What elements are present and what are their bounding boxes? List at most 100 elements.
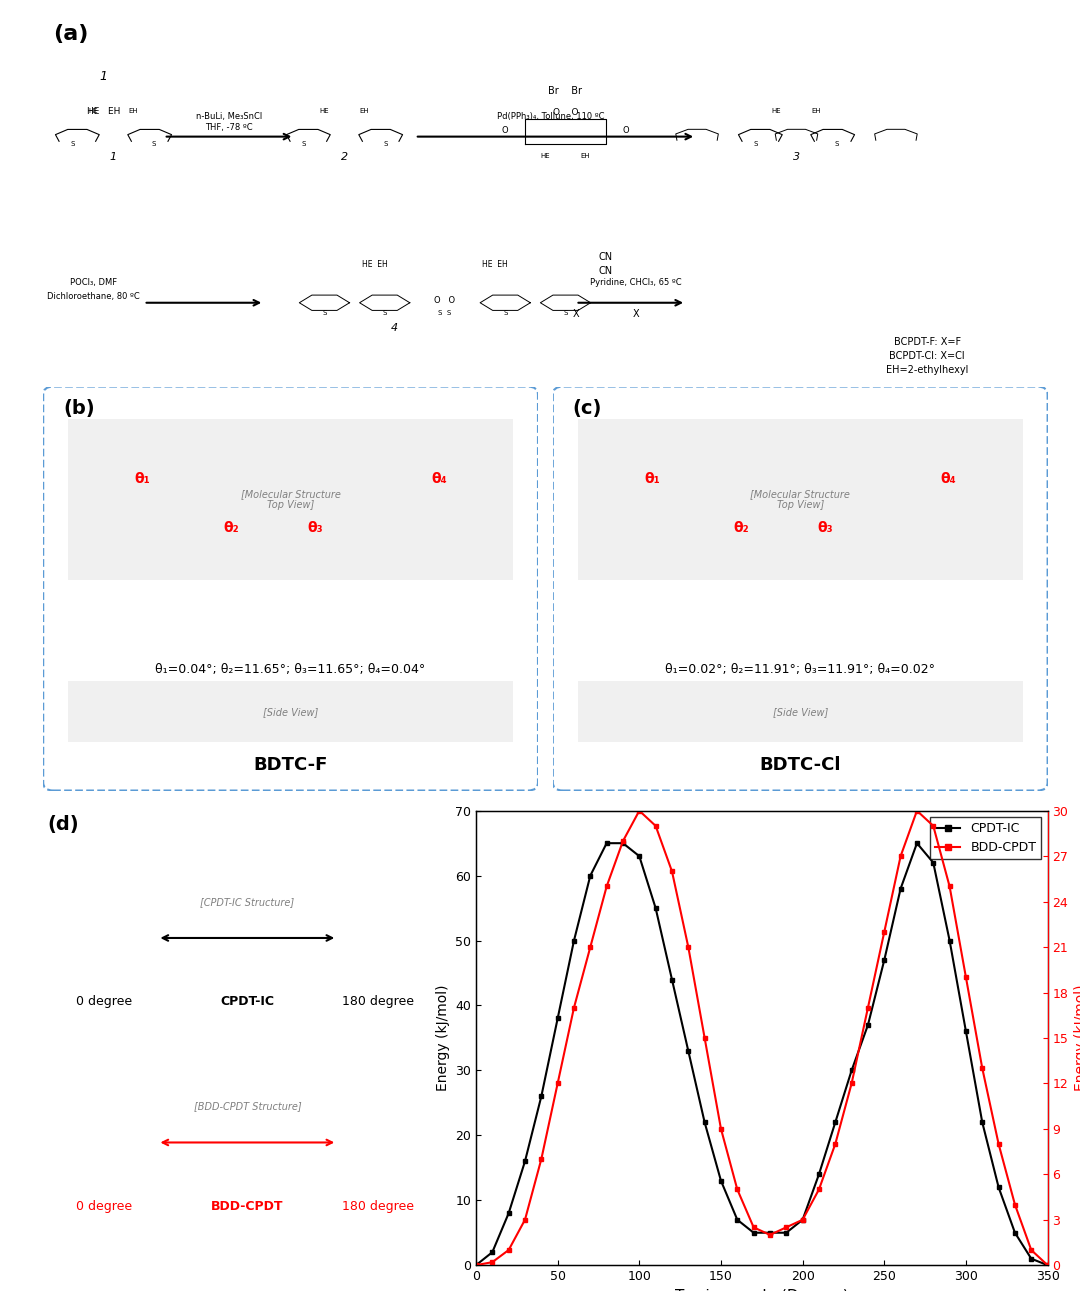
BDD-CPDT xyxy=(910,803,923,818)
BDD-CPDT xyxy=(1041,1257,1054,1273)
BDD-CPDT xyxy=(567,1001,580,1016)
Text: θ₄: θ₄ xyxy=(941,473,957,487)
Text: S: S xyxy=(503,310,508,316)
BDD-CPDT xyxy=(943,879,956,895)
Legend: CPDT-IC, BDD-CPDT: CPDT-IC, BDD-CPDT xyxy=(930,817,1041,860)
Text: 4: 4 xyxy=(391,323,399,333)
Text: EH=2-ethylhexyl: EH=2-ethylhexyl xyxy=(886,365,969,376)
BDD-CPDT xyxy=(584,940,597,955)
CPDT-IC xyxy=(828,1114,841,1130)
Text: θ₂: θ₂ xyxy=(224,522,239,534)
Text: S: S xyxy=(152,141,157,147)
CPDT-IC xyxy=(976,1114,989,1130)
Text: BCPDT-Cl: X=Cl: BCPDT-Cl: X=Cl xyxy=(889,351,964,361)
BDD-CPDT xyxy=(780,1220,793,1235)
Text: (d): (d) xyxy=(48,816,79,834)
BDD-CPDT xyxy=(976,1060,989,1075)
CPDT-IC xyxy=(812,1167,825,1183)
BDD-CPDT xyxy=(502,1242,515,1257)
Text: EH: EH xyxy=(360,107,369,114)
Text: [Side View]: [Side View] xyxy=(772,706,828,717)
Text: EH: EH xyxy=(581,152,590,159)
CPDT-IC xyxy=(927,855,940,870)
Text: 2: 2 xyxy=(341,152,348,163)
FancyBboxPatch shape xyxy=(578,682,1023,742)
CPDT-IC xyxy=(993,1180,1005,1195)
Text: S: S xyxy=(322,310,326,316)
Text: [BDD-CPDT Structure]: [BDD-CPDT Structure] xyxy=(193,1101,301,1112)
CPDT-IC xyxy=(518,1154,531,1170)
Text: POCl₃, DMF: POCl₃, DMF xyxy=(70,278,117,287)
Text: θ₃: θ₃ xyxy=(308,522,323,534)
Text: BCPDT-F: X=F: BCPDT-F: X=F xyxy=(893,337,960,347)
Text: n-BuLi, Me₃SnCl: n-BuLi, Me₃SnCl xyxy=(195,112,262,121)
Text: X: X xyxy=(633,309,639,319)
Text: (a): (a) xyxy=(53,23,89,44)
CPDT-IC xyxy=(780,1225,793,1241)
Text: HE   EH: HE EH xyxy=(86,107,120,116)
BDD-CPDT xyxy=(862,1001,875,1016)
BDD-CPDT xyxy=(715,1121,728,1136)
Text: HE: HE xyxy=(772,107,782,114)
BDD-CPDT xyxy=(617,833,630,848)
Line: BDD-CPDT: BDD-CPDT xyxy=(474,808,1050,1268)
Text: 1: 1 xyxy=(110,152,117,163)
Text: (c): (c) xyxy=(572,399,602,418)
BDD-CPDT xyxy=(764,1228,777,1243)
BDD-CPDT xyxy=(812,1181,825,1197)
BDD-CPDT xyxy=(878,924,891,940)
CPDT-IC xyxy=(1041,1257,1054,1273)
Text: [Molecular Structure
Top View]: [Molecular Structure Top View] xyxy=(751,489,850,510)
Text: 0 degree: 0 degree xyxy=(77,995,133,1008)
FancyBboxPatch shape xyxy=(43,386,538,790)
CPDT-IC xyxy=(698,1114,711,1130)
BDD-CPDT xyxy=(600,879,613,895)
FancyBboxPatch shape xyxy=(578,418,1023,581)
CPDT-IC xyxy=(600,835,613,851)
BDD-CPDT xyxy=(894,848,907,864)
Text: S: S xyxy=(301,141,306,147)
Text: HE: HE xyxy=(541,152,551,159)
CPDT-IC xyxy=(862,1017,875,1033)
Text: θ₁: θ₁ xyxy=(134,473,150,487)
CPDT-IC xyxy=(731,1212,744,1228)
BDD-CPDT xyxy=(747,1220,760,1235)
BDD-CPDT xyxy=(1025,1242,1038,1257)
BDD-CPDT xyxy=(633,803,646,818)
Text: 1: 1 xyxy=(99,70,108,83)
BDD-CPDT xyxy=(698,1030,711,1046)
Text: BDTC-F: BDTC-F xyxy=(254,757,327,775)
Text: S: S xyxy=(70,141,75,147)
CPDT-IC xyxy=(584,868,597,883)
Line: CPDT-IC: CPDT-IC xyxy=(474,842,1050,1268)
Text: CPDT-IC: CPDT-IC xyxy=(220,995,274,1008)
Text: Br    Br: Br Br xyxy=(549,86,582,97)
CPDT-IC xyxy=(486,1245,499,1260)
Text: θ₁=0.02°; θ₂=11.91°; θ₃=11.91°; θ₄=0.02°: θ₁=0.02°; θ₂=11.91°; θ₃=11.91°; θ₄=0.02° xyxy=(665,662,935,676)
Text: Pd(PPh₃)₄, Tollune, 110 ºC: Pd(PPh₃)₄, Tollune, 110 ºC xyxy=(497,112,604,121)
BDD-CPDT xyxy=(535,1152,548,1167)
CPDT-IC xyxy=(551,1011,564,1026)
FancyBboxPatch shape xyxy=(553,386,1048,790)
Text: BDTC-Cl: BDTC-Cl xyxy=(759,757,841,775)
CPDT-IC xyxy=(567,933,580,949)
Text: [Side View]: [Side View] xyxy=(262,706,319,717)
Text: Dichloroethane, 80 ºC: Dichloroethane, 80 ºC xyxy=(48,292,139,301)
Text: O   O: O O xyxy=(434,296,456,305)
Text: HE  EH: HE EH xyxy=(483,261,508,270)
CPDT-IC xyxy=(502,1206,515,1221)
CPDT-IC xyxy=(1025,1251,1038,1266)
BDD-CPDT xyxy=(665,864,678,879)
Text: THF, -78 ºC: THF, -78 ºC xyxy=(205,123,253,132)
X-axis label: Torsion angle (Degree): Torsion angle (Degree) xyxy=(675,1288,849,1291)
Text: X: X xyxy=(572,309,579,319)
Text: HE  EH: HE EH xyxy=(362,261,388,270)
Text: θ₂: θ₂ xyxy=(733,522,748,534)
Text: S  S: S S xyxy=(438,310,451,316)
Y-axis label: Energy (kJ/mol): Energy (kJ/mol) xyxy=(1074,985,1080,1091)
BDD-CPDT xyxy=(796,1212,809,1228)
Text: [Molecular Structure
Top View]: [Molecular Structure Top View] xyxy=(241,489,340,510)
Text: BDD-CPDT: BDD-CPDT xyxy=(211,1199,284,1212)
CPDT-IC xyxy=(959,1024,972,1039)
Text: O    O: O O xyxy=(553,108,578,117)
